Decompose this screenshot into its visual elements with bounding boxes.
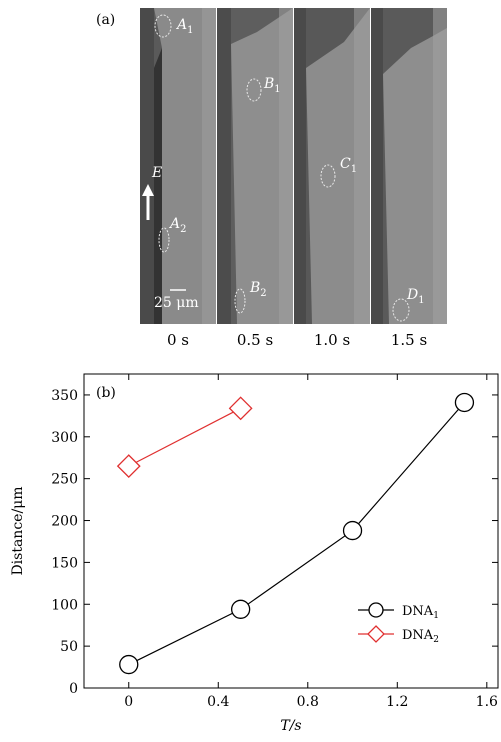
panel-b-label: (b) <box>96 385 116 401</box>
series-1-point-0 <box>116 454 141 479</box>
frame-label-3: 1.0 s <box>313 331 351 349</box>
legend-label-0: DNA1 <box>402 604 439 621</box>
y-tick-label-4: 200 <box>51 514 78 530</box>
micrograph-frame-4-image <box>371 8 447 324</box>
y-tick-label-5: 250 <box>51 472 78 488</box>
y-axis-label: Distance/μm <box>10 486 26 575</box>
series-0-point-1 <box>230 599 251 619</box>
micrograph-frame-4 <box>371 8 447 324</box>
series-line-1 <box>128 407 241 467</box>
y-tick-label-3: 150 <box>51 555 78 571</box>
y-tick-label-6: 300 <box>51 430 78 446</box>
distance-chart: 0 0.4 0.8 1.2 1.6 0 50 100 150 200 250 300 350 T/s Dis… <box>10 373 499 734</box>
x-tick-label-3: 1.2 <box>386 694 408 710</box>
x-tick-label-1: 0.4 <box>207 694 229 710</box>
cell-label-a1: A1 <box>177 17 194 36</box>
y-tick-label-1: 50 <box>60 639 78 655</box>
series-0-point-0 <box>119 654 139 675</box>
x-tick-label-2: 0.8 <box>297 694 319 710</box>
scale-bar-label: 25 μm <box>154 295 199 311</box>
cell-label-b2: B2 <box>250 280 267 299</box>
frame-label-2: 0.5 s <box>236 331 274 349</box>
cell-label-b1: B1 <box>264 76 281 95</box>
y-tick-label-0: 0 <box>69 681 78 697</box>
plot-frame <box>83 373 499 689</box>
micrograph-frame-3-image <box>294 8 370 324</box>
x-tick-label-4: 1.6 <box>476 694 498 710</box>
cell-label-d1: D1 <box>407 287 425 306</box>
legend-marker-0 <box>368 602 384 618</box>
panel-a-label: (a) <box>96 12 116 28</box>
frame-label-4: 1.5 s <box>390 331 428 349</box>
cell-label-c1: C1 <box>340 156 358 175</box>
series-1-point-1 <box>228 396 253 421</box>
legend-label-1: DNA2 <box>402 628 439 645</box>
micrograph-frame-2 <box>217 8 293 324</box>
x-tick-label-0: 0 <box>124 694 133 710</box>
micrograph-frame-3 <box>294 8 370 324</box>
micrograph-frame-1-image <box>140 8 216 324</box>
y-tick-label-2: 100 <box>51 597 78 613</box>
series-0-point-2 <box>342 520 363 541</box>
y-tick-label-7: 350 <box>51 388 78 404</box>
electric-field-label: E <box>152 165 163 181</box>
micrograph-frame-2-image <box>217 8 293 324</box>
frame-label-1: 0 s <box>166 331 189 349</box>
series-0-point-3 <box>454 392 475 413</box>
micrograph-frame-1 <box>140 8 216 324</box>
cell-label-a2: A2 <box>170 216 187 235</box>
x-axis-label: T/s <box>280 718 301 734</box>
legend-marker-1 <box>367 625 385 643</box>
series-line-0 <box>128 402 465 666</box>
